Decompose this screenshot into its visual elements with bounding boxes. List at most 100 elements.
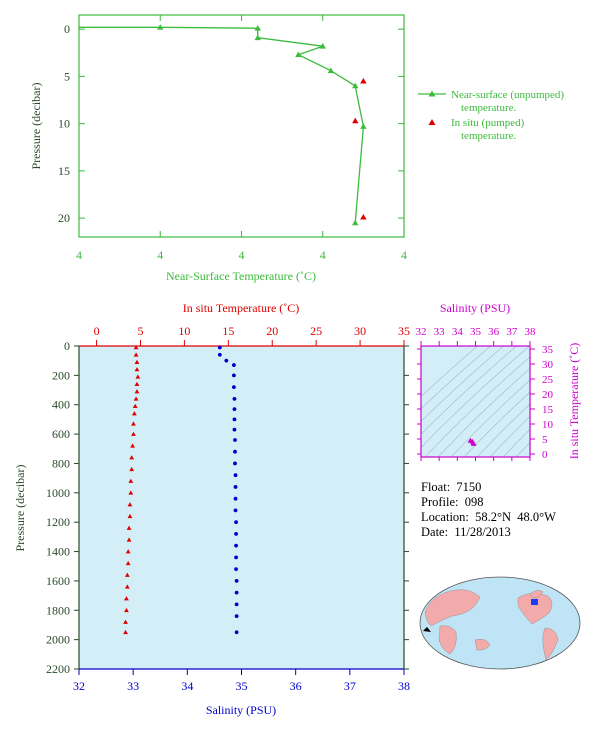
salinity-tick-label: 38 bbox=[398, 679, 410, 693]
density-contour bbox=[463, 391, 530, 457]
temperature-point bbox=[127, 513, 133, 519]
temperature-point bbox=[127, 502, 133, 507]
temperature-tick-label: 5 bbox=[137, 324, 143, 338]
top-y-tick-label: 10 bbox=[58, 117, 70, 131]
legend-label-in-situ-line2: temperature. bbox=[461, 130, 517, 142]
profile-chart: 0 5 10 15 20 25 30 35 32 33 34 35 36 37 38 0 200 400 600… bbox=[13, 301, 410, 717]
top-x-tick-label: 4 bbox=[157, 248, 163, 262]
pressure-tick-label: 600 bbox=[52, 427, 70, 441]
near-surface-point bbox=[352, 82, 359, 89]
density-contour bbox=[421, 346, 517, 435]
legend-label-in-situ-line1: In situ (pumped) bbox=[451, 117, 525, 129]
ts-plot-background bbox=[421, 346, 530, 457]
near-surface-temperature-line bbox=[79, 26, 365, 223]
ts-salinity-tick-label: 36 bbox=[488, 326, 500, 338]
temperature-tick-label: 20 bbox=[266, 324, 278, 338]
top-x-axis-label: Near-Surface Temperature (˚C) bbox=[166, 269, 316, 283]
ts-temperature-tick-label: 10 bbox=[542, 419, 554, 431]
near-surface-point bbox=[327, 67, 335, 74]
density-contour bbox=[489, 416, 530, 457]
temperature-point bbox=[123, 629, 128, 635]
top-x-tick-label: 4 bbox=[76, 248, 82, 262]
near-surface-markers bbox=[157, 24, 367, 226]
salinity-point bbox=[234, 543, 238, 548]
temperature-point bbox=[134, 359, 140, 364]
salinity-point bbox=[233, 496, 238, 501]
temperature-point bbox=[129, 466, 135, 472]
salinity-point bbox=[234, 630, 239, 635]
temperature-point bbox=[135, 374, 141, 379]
salinity-point bbox=[234, 532, 238, 536]
salinity-point bbox=[232, 385, 236, 390]
legend-label-near-surface: Near-surface (unpumped) temperature. bbox=[451, 89, 567, 114]
salinity-tick-label: 33 bbox=[127, 679, 139, 693]
salinity-point bbox=[232, 396, 237, 401]
near-surface-temperature-chart: 4 4 4 4 4 0 5 10 15 20 Near-Surface Temperature … bbox=[29, 14, 567, 283]
top-y-axis-label: Pressure (decibar) bbox=[29, 83, 43, 170]
salinity-point bbox=[233, 473, 238, 478]
salinity-tick-label: 35 bbox=[236, 679, 248, 693]
temperature-point bbox=[134, 367, 140, 372]
temperature-point bbox=[124, 572, 130, 577]
temperature-point bbox=[126, 537, 132, 542]
ts-temperature-tick-label: 30 bbox=[542, 359, 554, 371]
near-surface-point bbox=[352, 219, 359, 226]
temperature-point bbox=[134, 389, 140, 394]
temperature-point bbox=[132, 403, 138, 408]
temperature-point bbox=[133, 352, 139, 357]
eurasia-land bbox=[424, 589, 481, 627]
float-location: Location: 58.2°N 48.0°W bbox=[421, 510, 556, 524]
ts-axis-ticks bbox=[417, 341, 535, 461]
density-contour bbox=[515, 442, 530, 457]
float-location-marker bbox=[531, 599, 538, 605]
temperature-axis-label: In situ Temperature (˚C) bbox=[183, 301, 300, 315]
density-contour bbox=[450, 379, 530, 457]
temperature-point bbox=[124, 596, 129, 601]
top-x-tick-label: 4 bbox=[401, 248, 407, 262]
main-y-axis-label: Pressure (decibar) bbox=[13, 465, 27, 552]
density-contour bbox=[424, 356, 530, 457]
salinity-point bbox=[217, 345, 222, 350]
pressure-tick-label: 1800 bbox=[46, 603, 70, 617]
temperature-profile-markers bbox=[123, 345, 141, 635]
legend-marker-in-situ bbox=[428, 119, 436, 125]
world-map bbox=[419, 576, 581, 670]
ts-salinity-tick-label: 35 bbox=[470, 326, 482, 338]
salinity-point bbox=[232, 417, 237, 422]
salinity-tick-label: 34 bbox=[181, 679, 193, 693]
temperature-tick-label: 0 bbox=[94, 324, 100, 338]
ts-temperature-tick-label: 25 bbox=[542, 374, 554, 386]
salinity-tick-label: 32 bbox=[73, 679, 85, 693]
salinity-point bbox=[233, 508, 238, 513]
in-situ-point bbox=[352, 117, 359, 124]
temperature-point bbox=[133, 345, 139, 350]
legend-marker-near-surface bbox=[428, 90, 436, 97]
pressure-tick-label: 800 bbox=[52, 456, 70, 470]
top-legend: Near-surface (unpumped) temperature. In … bbox=[418, 89, 567, 142]
salinity-point bbox=[234, 579, 239, 583]
density-contour bbox=[528, 455, 530, 457]
near-surface-point bbox=[254, 34, 261, 41]
main-plot-background bbox=[79, 346, 404, 669]
ts-temperature-tick-labels: 0 5 10 15 20 25 30 35 bbox=[542, 344, 554, 461]
salinity-point bbox=[232, 427, 237, 432]
pressure-tick-label: 200 bbox=[52, 368, 70, 382]
top-axis-ticks bbox=[78, 15, 405, 237]
ts-salinity-tick-labels: 32 33 34 35 36 37 38 bbox=[416, 326, 537, 338]
density-contour bbox=[421, 346, 530, 449]
greenland-land bbox=[529, 590, 544, 599]
temperature-point bbox=[134, 381, 140, 386]
australia-land bbox=[474, 638, 491, 651]
in-situ-point bbox=[360, 77, 367, 84]
temperature-tick-label: 15 bbox=[222, 324, 234, 338]
temperature-point bbox=[130, 443, 135, 448]
in-situ-point bbox=[360, 213, 367, 220]
temperature-point bbox=[125, 549, 131, 554]
salinity-tick-labels: 32 33 34 35 36 37 38 bbox=[73, 679, 410, 693]
top-x-tick-labels: 4 4 4 4 4 bbox=[76, 248, 407, 262]
near-surface-point bbox=[319, 42, 326, 49]
top-y-tick-label: 15 bbox=[58, 164, 70, 178]
salinity-point bbox=[234, 590, 239, 595]
africa-land bbox=[438, 625, 457, 655]
